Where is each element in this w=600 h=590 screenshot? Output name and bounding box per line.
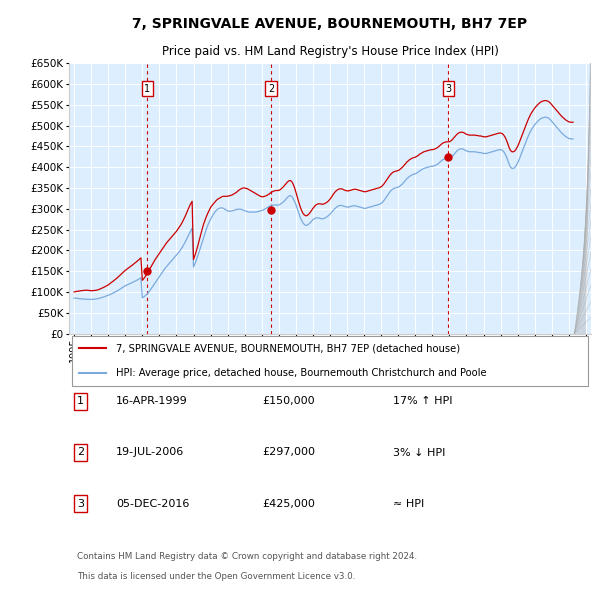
- Text: 1: 1: [77, 396, 84, 407]
- Text: 1: 1: [144, 84, 151, 94]
- Text: £150,000: £150,000: [262, 396, 315, 407]
- Text: 7, SPRINGVALE AVENUE, BOURNEMOUTH, BH7 7EP: 7, SPRINGVALE AVENUE, BOURNEMOUTH, BH7 7…: [133, 17, 527, 31]
- Text: This data is licensed under the Open Government Licence v3.0.: This data is licensed under the Open Gov…: [77, 572, 355, 581]
- Text: 17% ↑ HPI: 17% ↑ HPI: [392, 396, 452, 407]
- Text: Price paid vs. HM Land Registry's House Price Index (HPI): Price paid vs. HM Land Registry's House …: [161, 45, 499, 58]
- Text: 16-APR-1999: 16-APR-1999: [116, 396, 188, 407]
- Text: 2: 2: [268, 84, 274, 94]
- Text: ≈ HPI: ≈ HPI: [392, 499, 424, 509]
- Text: 2: 2: [77, 447, 84, 457]
- Text: 3: 3: [77, 499, 84, 509]
- Text: 7, SPRINGVALE AVENUE, BOURNEMOUTH, BH7 7EP (detached house): 7, SPRINGVALE AVENUE, BOURNEMOUTH, BH7 7…: [116, 343, 460, 353]
- Text: 19-JUL-2006: 19-JUL-2006: [116, 447, 184, 457]
- Text: £297,000: £297,000: [262, 447, 315, 457]
- Text: 3% ↓ HPI: 3% ↓ HPI: [392, 447, 445, 457]
- Text: 05-DEC-2016: 05-DEC-2016: [116, 499, 190, 509]
- Bar: [574, 63, 591, 333]
- FancyBboxPatch shape: [71, 336, 589, 385]
- Text: £425,000: £425,000: [262, 499, 315, 509]
- Text: Contains HM Land Registry data © Crown copyright and database right 2024.: Contains HM Land Registry data © Crown c…: [77, 552, 417, 561]
- Text: HPI: Average price, detached house, Bournemouth Christchurch and Poole: HPI: Average price, detached house, Bour…: [116, 368, 487, 378]
- Text: 3: 3: [445, 84, 451, 94]
